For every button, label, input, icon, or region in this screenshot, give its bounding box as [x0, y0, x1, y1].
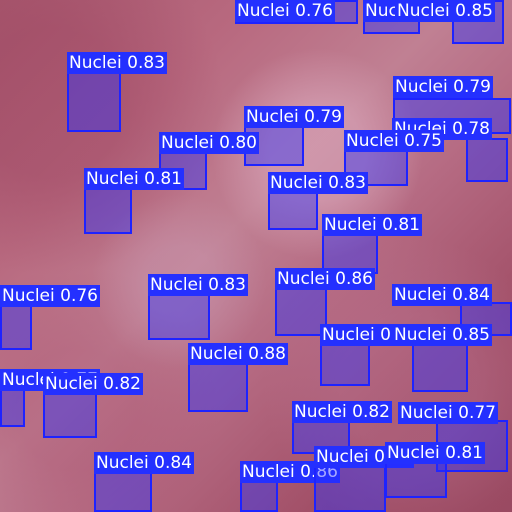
detection-box: [188, 362, 248, 412]
detection-box: [466, 138, 508, 182]
detection-box: [43, 392, 97, 438]
detection-label: Nuclei 0.83: [268, 172, 368, 194]
detection-box: [385, 460, 447, 498]
detection-box: [94, 470, 152, 512]
detection-box: [412, 344, 468, 392]
detection-box: [240, 480, 278, 512]
detection-label: Nuclei 0.85: [392, 324, 492, 346]
detection-label: Nuclei 0.84: [392, 284, 492, 306]
detection-label: Nuclei 0.79: [393, 76, 493, 98]
detection-label: Nuclei 0.79: [244, 106, 344, 128]
detection-box: [314, 462, 386, 512]
detection-label: Nuclei 0.75: [344, 130, 444, 152]
detection-box: [320, 344, 370, 386]
detection-label: Nuclei 0.82: [43, 373, 143, 395]
detection-box: [148, 294, 210, 340]
detection-label: Nuclei 0.83: [148, 274, 248, 296]
detection-label: Nuclei 0.77: [398, 402, 498, 424]
detection-label: Nuclei 0.76: [0, 285, 100, 307]
detection-box: [0, 302, 32, 350]
detection-label: Nuclei 0.82: [292, 401, 392, 423]
detection-label: Nuclei 0.81: [322, 214, 422, 236]
detection-label: Nuclei 0.84: [94, 452, 194, 474]
detection-box: [0, 385, 25, 427]
detection-label: Nuclei 0.81: [84, 168, 184, 190]
detection-label: Nuclei 0.76: [235, 0, 335, 22]
detection-box: [67, 72, 121, 132]
detection-label: Nuclei 0.83: [67, 52, 167, 74]
detection-label: Nuclei 0.81: [385, 442, 485, 464]
detection-box: [344, 150, 408, 186]
detection-label: Nuclei 0.85: [395, 0, 495, 22]
detection-box: [268, 190, 318, 230]
detection-label: Nuclei 0.88: [188, 343, 288, 365]
detection-box: [84, 188, 132, 234]
detection-label: Nuclei 0.80: [159, 132, 259, 154]
detection-label: Nuclei 0.86: [275, 268, 375, 290]
